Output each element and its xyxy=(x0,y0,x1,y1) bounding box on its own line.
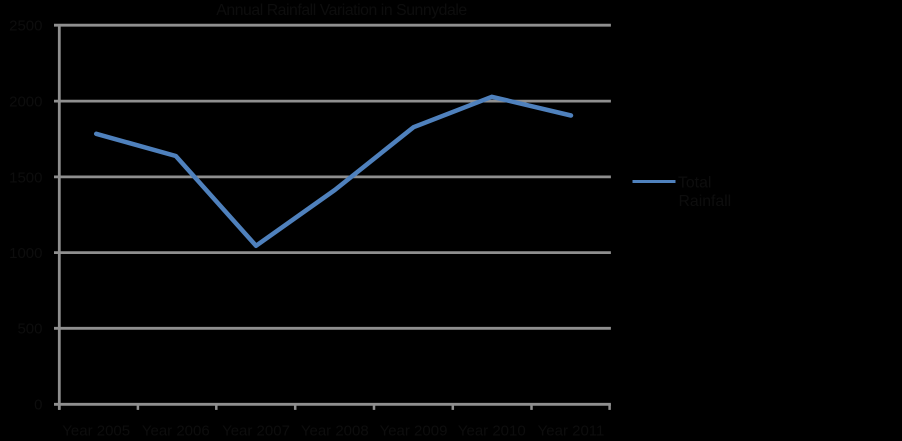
svg-text:1500: 1500 xyxy=(9,169,42,186)
svg-text:Year 2008: Year 2008 xyxy=(301,423,369,440)
svg-text:2000: 2000 xyxy=(9,94,42,111)
svg-text:Year 2009: Year 2009 xyxy=(380,423,448,440)
svg-text:1000: 1000 xyxy=(9,245,42,262)
svg-text:Rainfall: Rainfall xyxy=(679,193,732,210)
svg-text:Total: Total xyxy=(678,175,711,192)
svg-text:Year 2006: Year 2006 xyxy=(142,423,210,440)
svg-text:Year 2011: Year 2011 xyxy=(538,423,605,440)
svg-text:Year 2005: Year 2005 xyxy=(62,423,130,440)
svg-text:500: 500 xyxy=(17,321,42,338)
svg-text:0: 0 xyxy=(34,397,42,414)
svg-text:Year 2007: Year 2007 xyxy=(222,423,290,440)
svg-text:Annual Rainfall Variation in S: Annual Rainfall Variation in Sunnydale xyxy=(216,2,467,19)
svg-text:2500: 2500 xyxy=(9,18,42,35)
svg-text:Year 2010: Year 2010 xyxy=(458,423,526,440)
